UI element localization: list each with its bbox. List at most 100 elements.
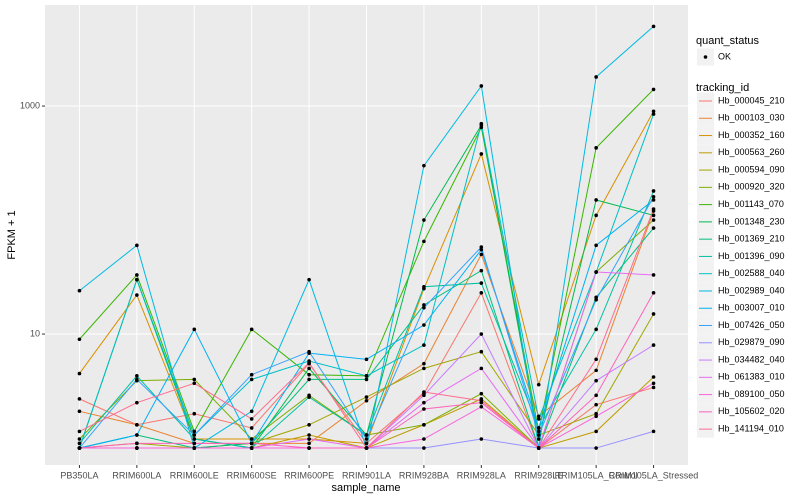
data-point: [307, 360, 311, 365]
data-point: [307, 377, 311, 382]
data-point: [307, 441, 311, 446]
data-point: [479, 247, 484, 252]
legend-point: [703, 55, 708, 59]
legend-title: quant_status: [696, 35, 759, 47]
data-point: [536, 437, 541, 441]
data-point: [651, 375, 656, 379]
data-point: [249, 417, 254, 421]
data-point: [77, 437, 82, 441]
legend-label: Hb_000563_260: [718, 147, 785, 157]
data-point: [594, 368, 598, 373]
data-point: [651, 429, 656, 434]
data-point: [536, 426, 541, 430]
data-point: [135, 400, 139, 405]
x-tick-label: RRIM105LA_Control: [555, 470, 638, 480]
data-point: [422, 163, 426, 168]
data-point: [422, 393, 426, 398]
data-point: [364, 437, 369, 441]
data-point: [422, 446, 426, 450]
data-point: [249, 441, 254, 446]
data-point: [479, 121, 484, 126]
legend-label: Hb_000920_320: [718, 182, 785, 192]
data-point: [594, 270, 598, 274]
data-point: [249, 426, 254, 430]
data-point: [135, 273, 139, 277]
data-point: [422, 390, 426, 394]
data-point: [307, 277, 311, 282]
y-axis-title: FPKM + 1: [6, 210, 18, 259]
data-point: [77, 446, 82, 450]
data-point: [594, 243, 598, 248]
data-point: [479, 366, 484, 371]
data-point: [479, 391, 484, 396]
data-point: [479, 84, 484, 88]
data-point: [651, 273, 656, 277]
x-tick-label: RRIM901LA: [342, 470, 391, 480]
data-point: [651, 109, 656, 114]
legend-label: Hb_001143_070: [718, 199, 784, 209]
data-point: [651, 343, 656, 347]
data-point: [651, 112, 656, 116]
data-point: [651, 198, 656, 202]
data-point: [651, 24, 656, 29]
legend-label: Hb_034482_040: [718, 354, 785, 364]
data-point: [651, 213, 656, 218]
legend-label: Hb_002588_040: [718, 268, 785, 278]
data-point: [135, 441, 139, 446]
data-point: [536, 417, 541, 421]
data-point: [249, 377, 254, 382]
data-point: [135, 374, 139, 378]
data-point: [594, 411, 598, 416]
data-point: [192, 327, 197, 332]
data-point: [307, 395, 311, 399]
x-axis-title: sample_name: [331, 482, 400, 494]
data-point: [594, 357, 598, 362]
legend-label: Hb_029879_090: [718, 337, 785, 347]
data-point: [364, 377, 369, 382]
x-tick-label: RRIM600SE: [227, 470, 277, 480]
data-point: [249, 409, 254, 414]
x-tick-label: RRIM600PE: [284, 470, 334, 480]
data-point: [422, 284, 426, 289]
data-point: [422, 303, 426, 307]
data-point: [594, 378, 598, 383]
data-point: [479, 398, 484, 403]
data-point: [364, 433, 369, 437]
data-point: [651, 207, 656, 211]
data-point: [479, 291, 484, 295]
legend-label: OK: [718, 51, 731, 61]
data-point: [594, 213, 598, 218]
data-point: [192, 446, 197, 450]
data-point: [77, 441, 82, 446]
data-point: [307, 433, 311, 437]
data-point: [594, 402, 598, 407]
data-point: [77, 409, 82, 414]
data-point: [536, 446, 541, 450]
data-point: [77, 371, 82, 376]
data-point: [651, 385, 656, 390]
data-point: [135, 243, 139, 248]
data-point: [422, 366, 426, 371]
legend-label: Hb_001369_210: [718, 234, 785, 244]
data-point: [422, 422, 426, 427]
data-point: [364, 374, 369, 378]
data-point: [307, 437, 311, 441]
legend-label: Hb_000594_090: [718, 164, 785, 174]
data-point: [422, 218, 426, 222]
data-point: [479, 152, 484, 156]
data-point: [422, 361, 426, 366]
data-point: [192, 433, 197, 437]
data-point: [192, 381, 197, 386]
data-point: [364, 395, 369, 399]
legend-label: Hb_007426_050: [718, 320, 785, 330]
data-point: [307, 422, 311, 427]
data-point: [479, 252, 484, 257]
data-point: [651, 189, 656, 193]
data-point: [651, 87, 656, 92]
data-point: [536, 382, 541, 387]
legend-label: Hb_000352_160: [718, 130, 785, 140]
legend-label: Hb_002989_040: [718, 285, 785, 295]
data-point: [479, 405, 484, 409]
data-point: [422, 437, 426, 441]
